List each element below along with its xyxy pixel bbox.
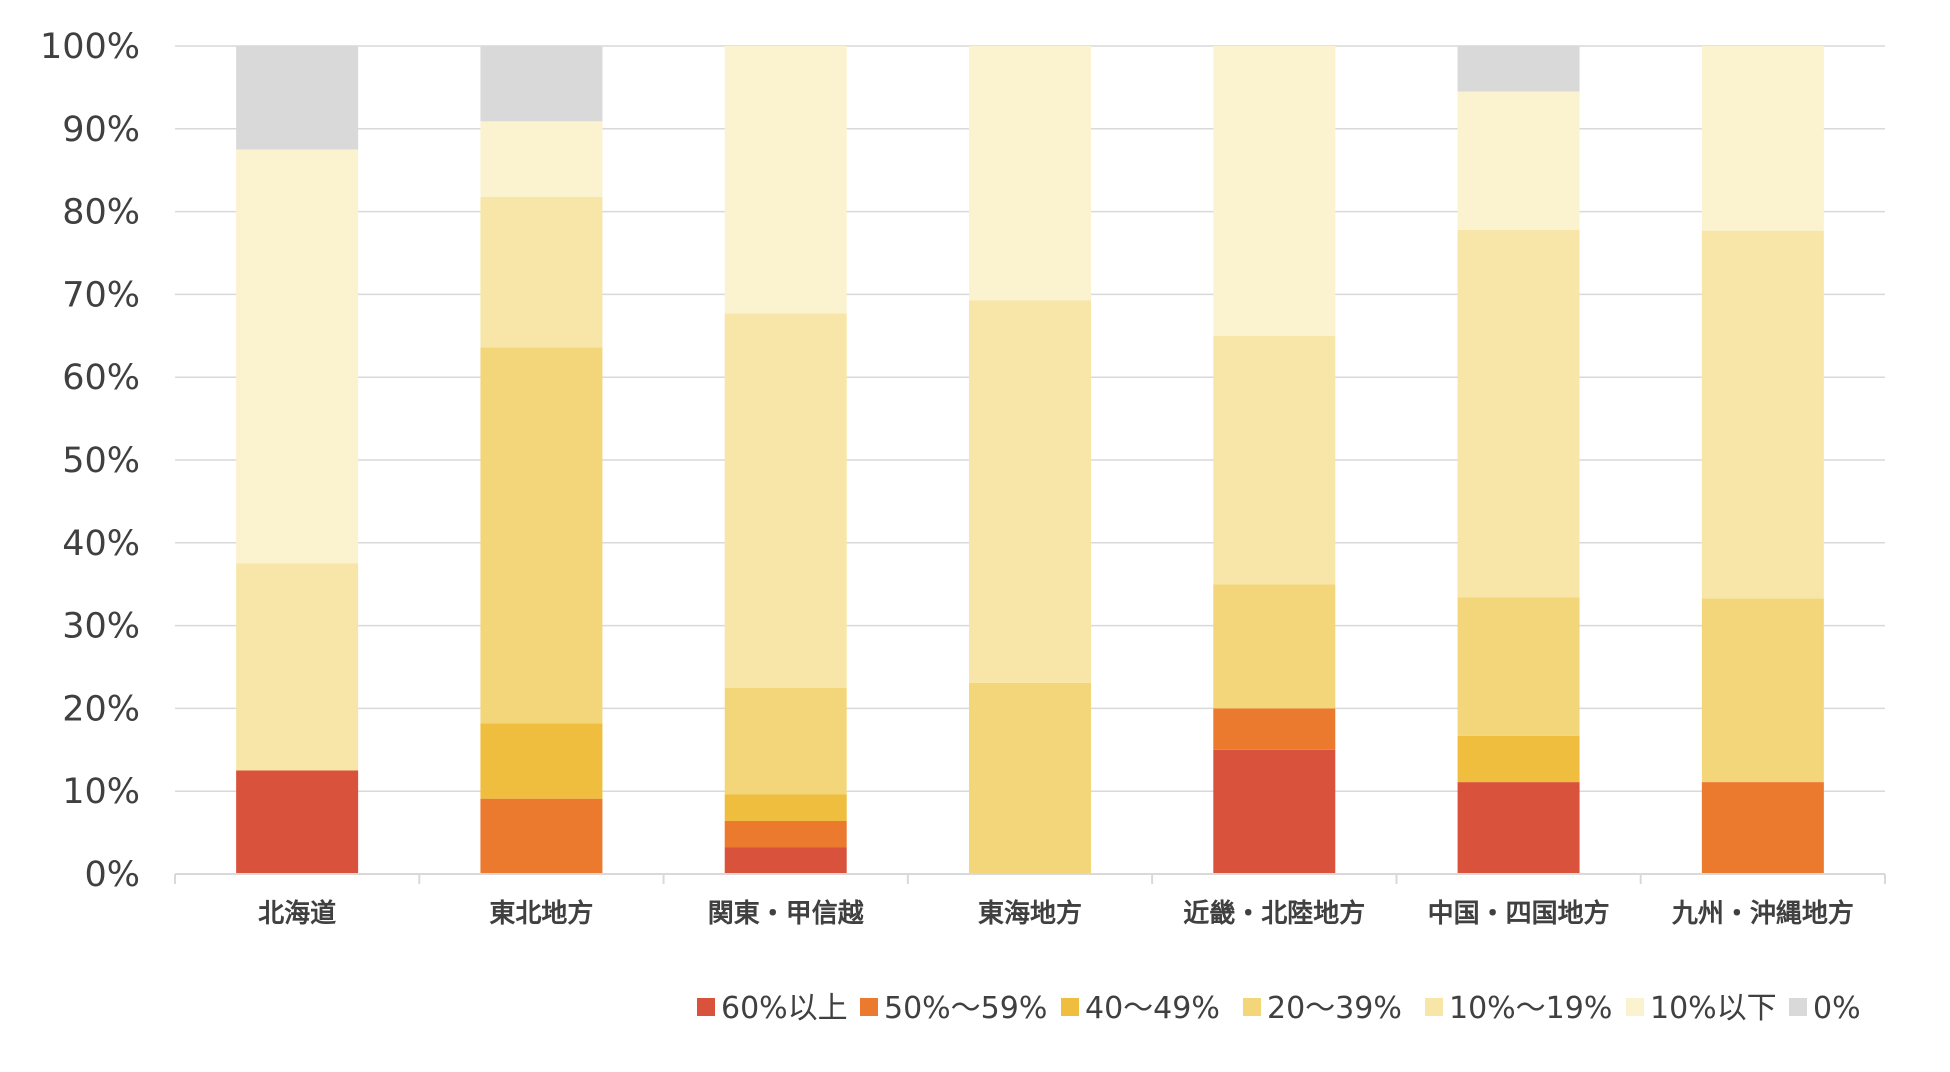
x-tick-label: 東北地方 xyxy=(489,898,593,929)
bar-segment xyxy=(1457,735,1580,783)
legend-label: 10%以下 xyxy=(1650,991,1777,1026)
legend-label: 0% xyxy=(1813,991,1861,1026)
x-tick-label: 東海地方 xyxy=(978,898,1082,929)
bar-segment xyxy=(724,821,847,848)
bar-segment xyxy=(1213,749,1336,874)
bar-segment xyxy=(236,46,359,150)
y-tick-label: 50% xyxy=(62,441,140,481)
bar-segment xyxy=(1701,598,1824,783)
legend-swatch xyxy=(1061,998,1079,1016)
bar-segment xyxy=(724,46,847,314)
bar-segment xyxy=(724,794,847,822)
bar-segment xyxy=(724,687,847,795)
y-tick-label: 60% xyxy=(62,358,140,398)
bar-segment xyxy=(1213,708,1336,750)
x-tick-label: 九州・沖縄地方 xyxy=(1671,898,1854,929)
legend-swatch xyxy=(1243,998,1261,1016)
bar-segment xyxy=(1457,91,1580,230)
y-tick-label: 100% xyxy=(40,27,140,67)
bar-segment xyxy=(1457,782,1580,874)
legend-swatch xyxy=(1626,998,1644,1016)
x-tick-label: 近畿・北陸地方 xyxy=(1183,898,1365,929)
bar-segment xyxy=(480,196,603,348)
bar-segment xyxy=(969,46,1091,301)
y-tick-label: 10% xyxy=(62,772,140,812)
bar-segment xyxy=(969,682,1091,874)
bar-segment xyxy=(236,149,359,564)
y-tick-label: 40% xyxy=(62,524,140,564)
bar-segment xyxy=(480,723,603,799)
bar-segment xyxy=(1457,46,1580,92)
bar-segment xyxy=(480,798,603,874)
bar-segment xyxy=(1701,230,1824,599)
bar-segment xyxy=(236,563,359,771)
legend-swatch xyxy=(860,998,878,1016)
bar-segment xyxy=(480,347,603,724)
legend-swatch xyxy=(1425,998,1443,1016)
bar-segment xyxy=(480,121,603,197)
y-tick-label: 80% xyxy=(62,193,140,233)
legend-label: 40〜49% xyxy=(1085,991,1220,1026)
bar-segment xyxy=(480,46,603,122)
legend: 60%以上 50%〜59% 40〜49% 20〜39% 10%〜19% 10%以下 0% xyxy=(697,991,1861,1026)
y-tick-label: 0% xyxy=(84,855,140,895)
y-tick-label: 20% xyxy=(62,689,140,729)
legend-label: 10%〜19% xyxy=(1449,991,1612,1026)
bar-segment xyxy=(1213,584,1336,709)
legend-label: 60%以上 xyxy=(721,991,848,1026)
bar-segment xyxy=(1457,597,1580,736)
x-tick-label: 北海道 xyxy=(258,898,336,929)
bar-segment xyxy=(1701,782,1824,874)
bar-segment xyxy=(724,847,847,874)
bar-segment xyxy=(1701,46,1824,231)
bar-segment xyxy=(1213,46,1336,336)
legend-label: 50%〜59% xyxy=(884,991,1047,1026)
y-tick-label: 30% xyxy=(62,607,140,647)
legend-label: 20〜39% xyxy=(1267,991,1402,1026)
legend-swatch xyxy=(1789,998,1807,1016)
y-tick-label: 90% xyxy=(62,110,140,150)
bars xyxy=(236,46,1824,874)
bar-segment xyxy=(1457,229,1580,598)
bar-segment xyxy=(236,770,359,874)
y-tick-label: 70% xyxy=(62,275,140,315)
bar-segment xyxy=(969,300,1091,683)
x-tick-label: 中国・四国地方 xyxy=(1428,898,1610,929)
legend-swatch xyxy=(697,998,715,1016)
bar-segment xyxy=(724,313,847,688)
axes: 0% 10% 20% 30% 40% 50% 60% 70% 80% 90% 100% 北海道 東北地方… xyxy=(40,27,1886,929)
x-tick-label: 関東・甲信越 xyxy=(708,899,865,929)
bar-segment xyxy=(1213,335,1336,585)
